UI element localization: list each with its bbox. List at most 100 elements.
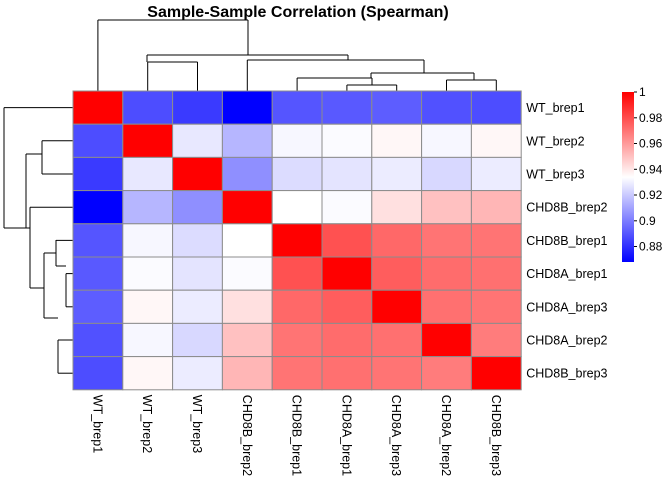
heatmap-cell-CHD8B_brep3-WT_brep3 [172, 356, 223, 391]
column-labels: WT_brep1 WT_brep2 WT_brep3 CHD8B_brep2 CHD8B… [90, 395, 502, 476]
heatmap-cell-WT_brep2-WT_brep3 [172, 123, 223, 158]
heatmap-cell-CHD8A_brep2-CHD8B_brep1 [271, 322, 323, 358]
legend-tick-label: 0.9 [639, 214, 656, 228]
heatmap-cell-WT_brep3-CHD8B_brep2 [221, 156, 273, 192]
heatmap-cell-CHD8B_brep1-CHD8B_brep1 [271, 223, 323, 258]
heatmap-cell-WT_brep1-CHD8B_brep1 [271, 90, 323, 125]
heatmap-cell-CHD8A_brep2-CHD8A_brep1 [321, 322, 373, 358]
heatmap-cell-CHD8A_brep2-CHD8A_brep2 [421, 322, 472, 358]
heatmap-cell-CHD8B_brep2-CHD8A_brep3 [371, 190, 423, 225]
heatmap-cell-CHD8B_brep2-CHD8B_brep3 [470, 190, 522, 225]
heatmap-cell-CHD8A_brep1-WT_brep2 [122, 256, 174, 291]
heatmap-cell-WT_brep3-WT_brep3 [172, 156, 223, 192]
row-label: CHD8A_brep1 [526, 267, 607, 281]
heatmap-cell-CHD8B_brep1-CHD8A_brep2 [421, 223, 472, 258]
legend-tick-label: 0.88 [639, 240, 663, 254]
heatmap-cell-CHD8B_brep2-CHD8A_brep2 [421, 190, 472, 225]
heatmap-cell-CHD8A_brep3-CHD8B_brep3 [470, 289, 522, 324]
heatmap-cell-CHD8B_brep2-CHD8B_brep1 [271, 190, 323, 225]
heatmap-cell-WT_brep3-CHD8B_brep1 [271, 156, 323, 192]
column-label: CHD8A_brep3 [389, 395, 403, 476]
heatmap-cell-CHD8B_brep2-CHD8B_brep2 [221, 190, 273, 225]
heatmap-cell-WT_brep2-CHD8B_brep1 [271, 123, 323, 158]
heatmap-cell-CHD8B_brep1-CHD8B_brep3 [470, 223, 522, 258]
heatmap-cell-CHD8A_brep3-WT_brep2 [122, 289, 174, 324]
heatmap-cell-CHD8B_brep1-WT_brep1 [72, 223, 124, 258]
heatmap-cell-CHD8A_brep1-CHD8B_brep2 [221, 256, 273, 291]
legend-tick-label: 0.94 [639, 162, 663, 176]
heatmap-cell-CHD8B_brep3-CHD8A_brep3 [371, 356, 423, 391]
heatmap-cell-WT_brep2-CHD8A_brep1 [321, 123, 373, 158]
heatmap-cell-CHD8A_brep1-CHD8A_brep3 [371, 256, 423, 291]
heatmap-cell-WT_brep2-CHD8A_brep3 [371, 123, 423, 158]
heatmap-cell-CHD8A_brep1-WT_brep3 [172, 256, 223, 291]
heatmap-cell-CHD8A_brep2-WT_brep1 [72, 322, 124, 358]
heatmap-cell-CHD8A_brep3-CHD8B_brep2 [221, 289, 273, 324]
row-label: WT_brep2 [526, 134, 584, 148]
heatmap-cell-CHD8B_brep1-CHD8A_brep1 [321, 223, 373, 258]
heatmap-cell-WT_brep2-CHD8A_brep2 [421, 123, 472, 158]
heatmap-cell-WT_brep3-CHD8A_brep3 [371, 156, 423, 192]
row-dendrogram [3, 107, 73, 374]
heatmap-cell-CHD8B_brep3-CHD8B_brep2 [221, 356, 273, 391]
heatmap-cell-CHD8B_brep3-WT_brep2 [122, 356, 174, 391]
heatmap-cell-CHD8B_brep1-CHD8A_brep3 [371, 223, 423, 258]
heatmap-cell-CHD8B_brep3-CHD8A_brep1 [321, 356, 373, 391]
column-label: CHD8A_brep1 [339, 395, 353, 476]
heatmap-cell-CHD8A_brep1-CHD8B_brep3 [470, 256, 522, 291]
heatmap-cell-CHD8A_brep2-CHD8B_brep3 [470, 322, 522, 358]
heatmap-cell-CHD8B_brep2-WT_brep1 [72, 190, 124, 225]
column-label: WT_brep2 [140, 395, 154, 453]
heatmap-cell-WT_brep2-WT_brep2 [122, 123, 174, 158]
column-label: CHD8A_brep2 [439, 395, 453, 476]
chart-title: Sample-Sample Correlation (Spearman) [147, 4, 448, 21]
heatmap-cell-CHD8B_brep3-CHD8B_brep3 [470, 356, 522, 391]
heatmap-cell-WT_brep1-CHD8A_brep1 [321, 90, 373, 125]
row-labels: WT_brep1 WT_brep2 WT_brep3 CHD8B_brep2 CHD8B… [526, 101, 607, 381]
heatmap-cell-WT_brep1-WT_brep1 [72, 90, 124, 125]
heatmap-cell-CHD8A_brep2-WT_brep2 [122, 322, 174, 358]
heatmap-cell-CHD8B_brep3-WT_brep1 [72, 356, 124, 391]
heatmap-cell-CHD8B_brep1-WT_brep3 [172, 223, 223, 258]
heatmap-cell-WT_brep2-CHD8B_brep3 [470, 123, 522, 158]
heatmap-cell-CHD8A_brep3-CHD8A_brep1 [321, 289, 373, 324]
column-dendrogram [97, 19, 497, 91]
heatmap-cell-CHD8B_brep1-CHD8B_brep2 [221, 223, 273, 258]
heatmap-cell-CHD8A_brep1-CHD8A_brep1 [321, 256, 373, 291]
color-legend-bar [622, 92, 634, 262]
heatmap-cell-WT_brep3-WT_brep1 [72, 156, 124, 192]
heatmap-cell-WT_brep1-CHD8A_brep3 [371, 90, 423, 125]
heatmap-cell-CHD8A_brep1-WT_brep1 [72, 256, 124, 291]
heatmap-cell-WT_brep3-CHD8A_brep2 [421, 156, 472, 192]
heatmap-cell-CHD8B_brep1-WT_brep2 [122, 223, 174, 258]
row-label: CHD8B_brep2 [526, 201, 607, 215]
heatmap-cells [72, 90, 522, 391]
heatmap-cell-CHD8A_brep3-CHD8A_brep2 [421, 289, 472, 324]
heatmap-cell-CHD8A_brep3-CHD8A_brep3 [371, 289, 423, 324]
heatmap-cell-WT_brep2-CHD8B_brep2 [221, 123, 273, 158]
row-label: CHD8A_brep2 [526, 334, 607, 348]
heatmap-cell-CHD8B_brep2-WT_brep2 [122, 190, 174, 225]
legend-tick-label: 1 [639, 85, 646, 99]
row-label: CHD8B_brep1 [526, 234, 607, 248]
heatmap-cell-CHD8B_brep2-WT_brep3 [172, 190, 223, 225]
heatmap-cell-CHD8B_brep2-CHD8A_brep1 [321, 190, 373, 225]
heatmap-cell-CHD8A_brep2-WT_brep3 [172, 322, 223, 358]
heatmap-cell-CHD8A_brep2-CHD8A_brep3 [371, 322, 423, 358]
heatmap-cell-CHD8A_brep1-CHD8A_brep2 [421, 256, 472, 291]
column-label: CHD8B_brep1 [290, 395, 304, 476]
heatmap-cell-WT_brep1-CHD8B_brep3 [470, 90, 522, 125]
row-label: CHD8A_brep3 [526, 300, 607, 314]
heatmap-cell-CHD8A_brep3-WT_brep3 [172, 289, 223, 324]
column-label: WT_brep3 [190, 395, 204, 453]
legend-tick-label: 0.96 [639, 137, 663, 151]
heatmap-cell-CHD8A_brep3-CHD8B_brep1 [271, 289, 323, 324]
column-label: CHD8B_brep2 [240, 395, 254, 476]
heatmap-cell-CHD8A_brep3-WT_brep1 [72, 289, 124, 324]
heatmap-cell-CHD8A_brep2-CHD8B_brep2 [221, 322, 273, 358]
heatmap-cell-WT_brep1-CHD8B_brep2 [221, 90, 273, 125]
heatmap-cell-WT_brep3-WT_brep2 [122, 156, 174, 192]
heatmap-cell-WT_brep1-WT_brep3 [172, 90, 223, 125]
